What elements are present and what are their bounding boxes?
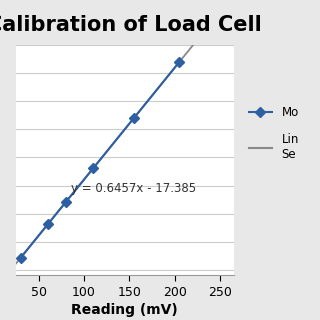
Text: y = 0.6457x - 17.385: y = 0.6457x - 17.385 <box>71 182 196 195</box>
Legend: Mo, Lin
Se: Mo, Lin Se <box>244 101 304 166</box>
X-axis label: Reading (mV): Reading (mV) <box>71 303 178 317</box>
Title: Calibration of Load Cell: Calibration of Load Cell <box>0 15 262 35</box>
